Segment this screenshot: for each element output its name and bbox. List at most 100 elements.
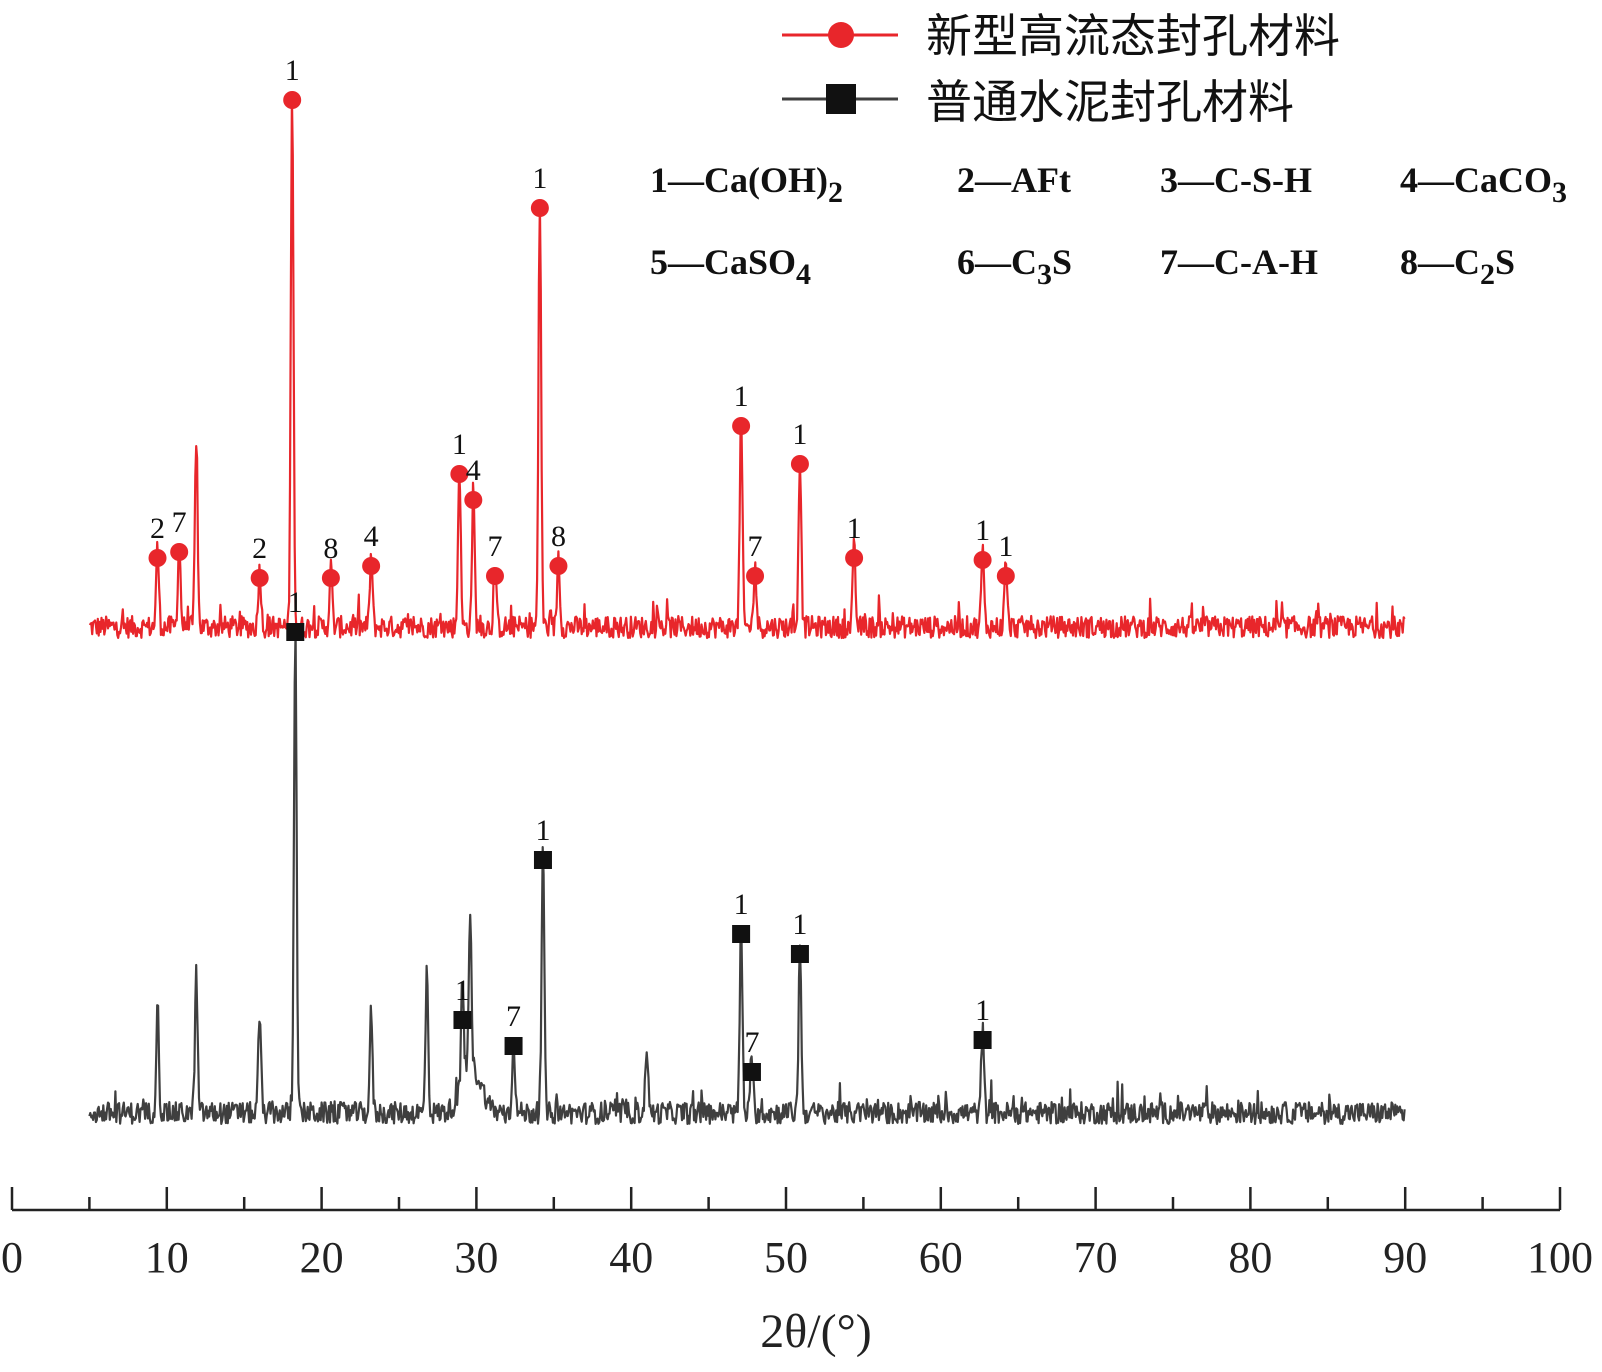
- x-tick-label: 100: [1527, 1233, 1593, 1282]
- x-tick-label: 20: [300, 1233, 344, 1282]
- phase-key-text: 5—CaSO: [650, 242, 796, 282]
- peak-marker: [533, 851, 552, 869]
- phase-key-subscript: 3: [1552, 176, 1567, 209]
- x-tick-label: 60: [919, 1233, 963, 1282]
- peak-label: 1: [288, 586, 303, 619]
- peak-label: 1: [452, 428, 467, 461]
- x-axis-title: 2θ/(°): [760, 1305, 872, 1358]
- phase-key-entry: 1—Ca(OH)2: [650, 160, 843, 209]
- phase-key-entry: 5—CaSO4: [650, 242, 811, 291]
- xrd-traces: [88, 95, 1406, 1126]
- legend-entry-series-1: 新型高流态封孔材料: [782, 9, 1340, 63]
- phase-key-text: 6—C: [957, 242, 1037, 282]
- x-tick-label: 10: [145, 1233, 189, 1282]
- peak-marker: [732, 417, 751, 435]
- phase-key-text: 8—C: [1400, 242, 1480, 282]
- peak-label: 1: [792, 418, 807, 451]
- x-tick-label: 30: [454, 1233, 498, 1282]
- peak-label: 8: [323, 532, 338, 565]
- legend-label-series-1: 新型高流态封孔材料: [926, 9, 1340, 63]
- phase-key-entry: 6—C3S: [957, 242, 1072, 291]
- legend-marker-square: [826, 84, 856, 114]
- peak-label: 2: [150, 512, 165, 545]
- x-tick-label: 40: [609, 1233, 653, 1282]
- peak-marker: [286, 623, 305, 641]
- x-axis: 0 10 20 30 40 50 60 70 80 90 100 2θ/(°): [1, 1187, 1593, 1358]
- peak-label: 1: [285, 54, 300, 87]
- phase-key-subscript: 3: [1037, 258, 1052, 291]
- peak-label: 4: [466, 454, 481, 487]
- peak-label: 7: [744, 1026, 759, 1059]
- phase-key-text: 3—C-S-H: [1160, 160, 1312, 200]
- phase-key-subscript: 4: [796, 258, 811, 291]
- peak-label: 1: [998, 530, 1013, 563]
- phase-key-text: 4—CaCO: [1400, 160, 1552, 200]
- peak-marker: [250, 569, 269, 587]
- peak-label: 1: [734, 888, 749, 921]
- x-tick-label: 80: [1228, 1233, 1272, 1282]
- peak-marker: [845, 549, 864, 567]
- phase-key-entry: 8—C2S: [1400, 242, 1515, 291]
- legend-label-series-2: 普通水泥封孔材料: [926, 75, 1294, 129]
- series-trace: [88, 95, 1406, 640]
- peak-marker: [790, 945, 809, 963]
- x-tick-label: 50: [764, 1233, 808, 1282]
- x-tick-label: 90: [1383, 1233, 1427, 1282]
- peak-marker: [321, 569, 340, 587]
- peak-marker: [996, 567, 1015, 585]
- peak-marker: [973, 1031, 992, 1049]
- peak-label: 7: [748, 530, 763, 563]
- peak-label: 1: [792, 908, 807, 941]
- peak-label: 1: [532, 162, 547, 195]
- peak-marker: [148, 549, 167, 567]
- phase-key-text: 1—Ca(OH): [650, 160, 828, 200]
- peak-marker: [464, 491, 483, 509]
- peak-label: 1: [847, 512, 862, 545]
- peak-marker: [170, 543, 189, 561]
- legend: 新型高流态封孔材料 普通水泥封孔材料: [782, 9, 1340, 129]
- peak-marker: [530, 199, 549, 217]
- legend-entry-series-2: 普通水泥封孔材料: [782, 75, 1294, 129]
- peak-label: 1: [734, 380, 749, 413]
- series-trace: [88, 628, 1406, 1126]
- peak-label: 7: [506, 1000, 521, 1033]
- peak-label: 1: [455, 974, 470, 1007]
- peak-marker: [485, 567, 504, 585]
- x-ticks: 0 10 20 30 40 50 60 70 80 90 100: [1, 1187, 1593, 1282]
- peak-marker: [732, 925, 751, 943]
- legend-marker-circle: [828, 22, 854, 48]
- peak-marker: [362, 557, 381, 575]
- phase-key-tail: S: [1495, 242, 1515, 282]
- phase-key-text: 7—C-A-H: [1160, 242, 1318, 282]
- peak-label: 4: [364, 520, 379, 553]
- peak-label: 1: [975, 514, 990, 547]
- phase-key-entry: 7—C-A-H: [1160, 242, 1318, 282]
- peak-marker: [549, 557, 568, 575]
- phase-key-entry: 2—AFt: [957, 160, 1071, 200]
- peak-marker: [742, 1063, 761, 1081]
- peak-label: 1: [535, 814, 550, 847]
- phase-key-subscript: 2: [1480, 258, 1495, 291]
- peak-marker: [746, 567, 765, 585]
- peak-marker: [283, 91, 302, 109]
- x-tick-label: 0: [1, 1233, 23, 1282]
- peak-label: 2: [252, 532, 267, 565]
- peak-marker: [453, 1011, 472, 1029]
- phase-key-tail: S: [1052, 242, 1072, 282]
- peak-label: 1: [975, 994, 990, 1027]
- peak-marker: [450, 465, 469, 483]
- peak-marker: [973, 551, 992, 569]
- peak-label: 7: [487, 530, 502, 563]
- phase-key-entry: 4—CaCO3: [1400, 160, 1567, 209]
- peak-label: 7: [172, 506, 187, 539]
- phase-key-subscript: 2: [828, 176, 843, 209]
- peak-marker: [790, 455, 809, 473]
- peak-label: 8: [551, 520, 566, 553]
- x-tick-label: 70: [1074, 1233, 1118, 1282]
- phase-key-text: 2—AFt: [957, 160, 1071, 200]
- phase-key-entry: 3—C-S-H: [1160, 160, 1312, 200]
- peak-marker: [504, 1037, 523, 1055]
